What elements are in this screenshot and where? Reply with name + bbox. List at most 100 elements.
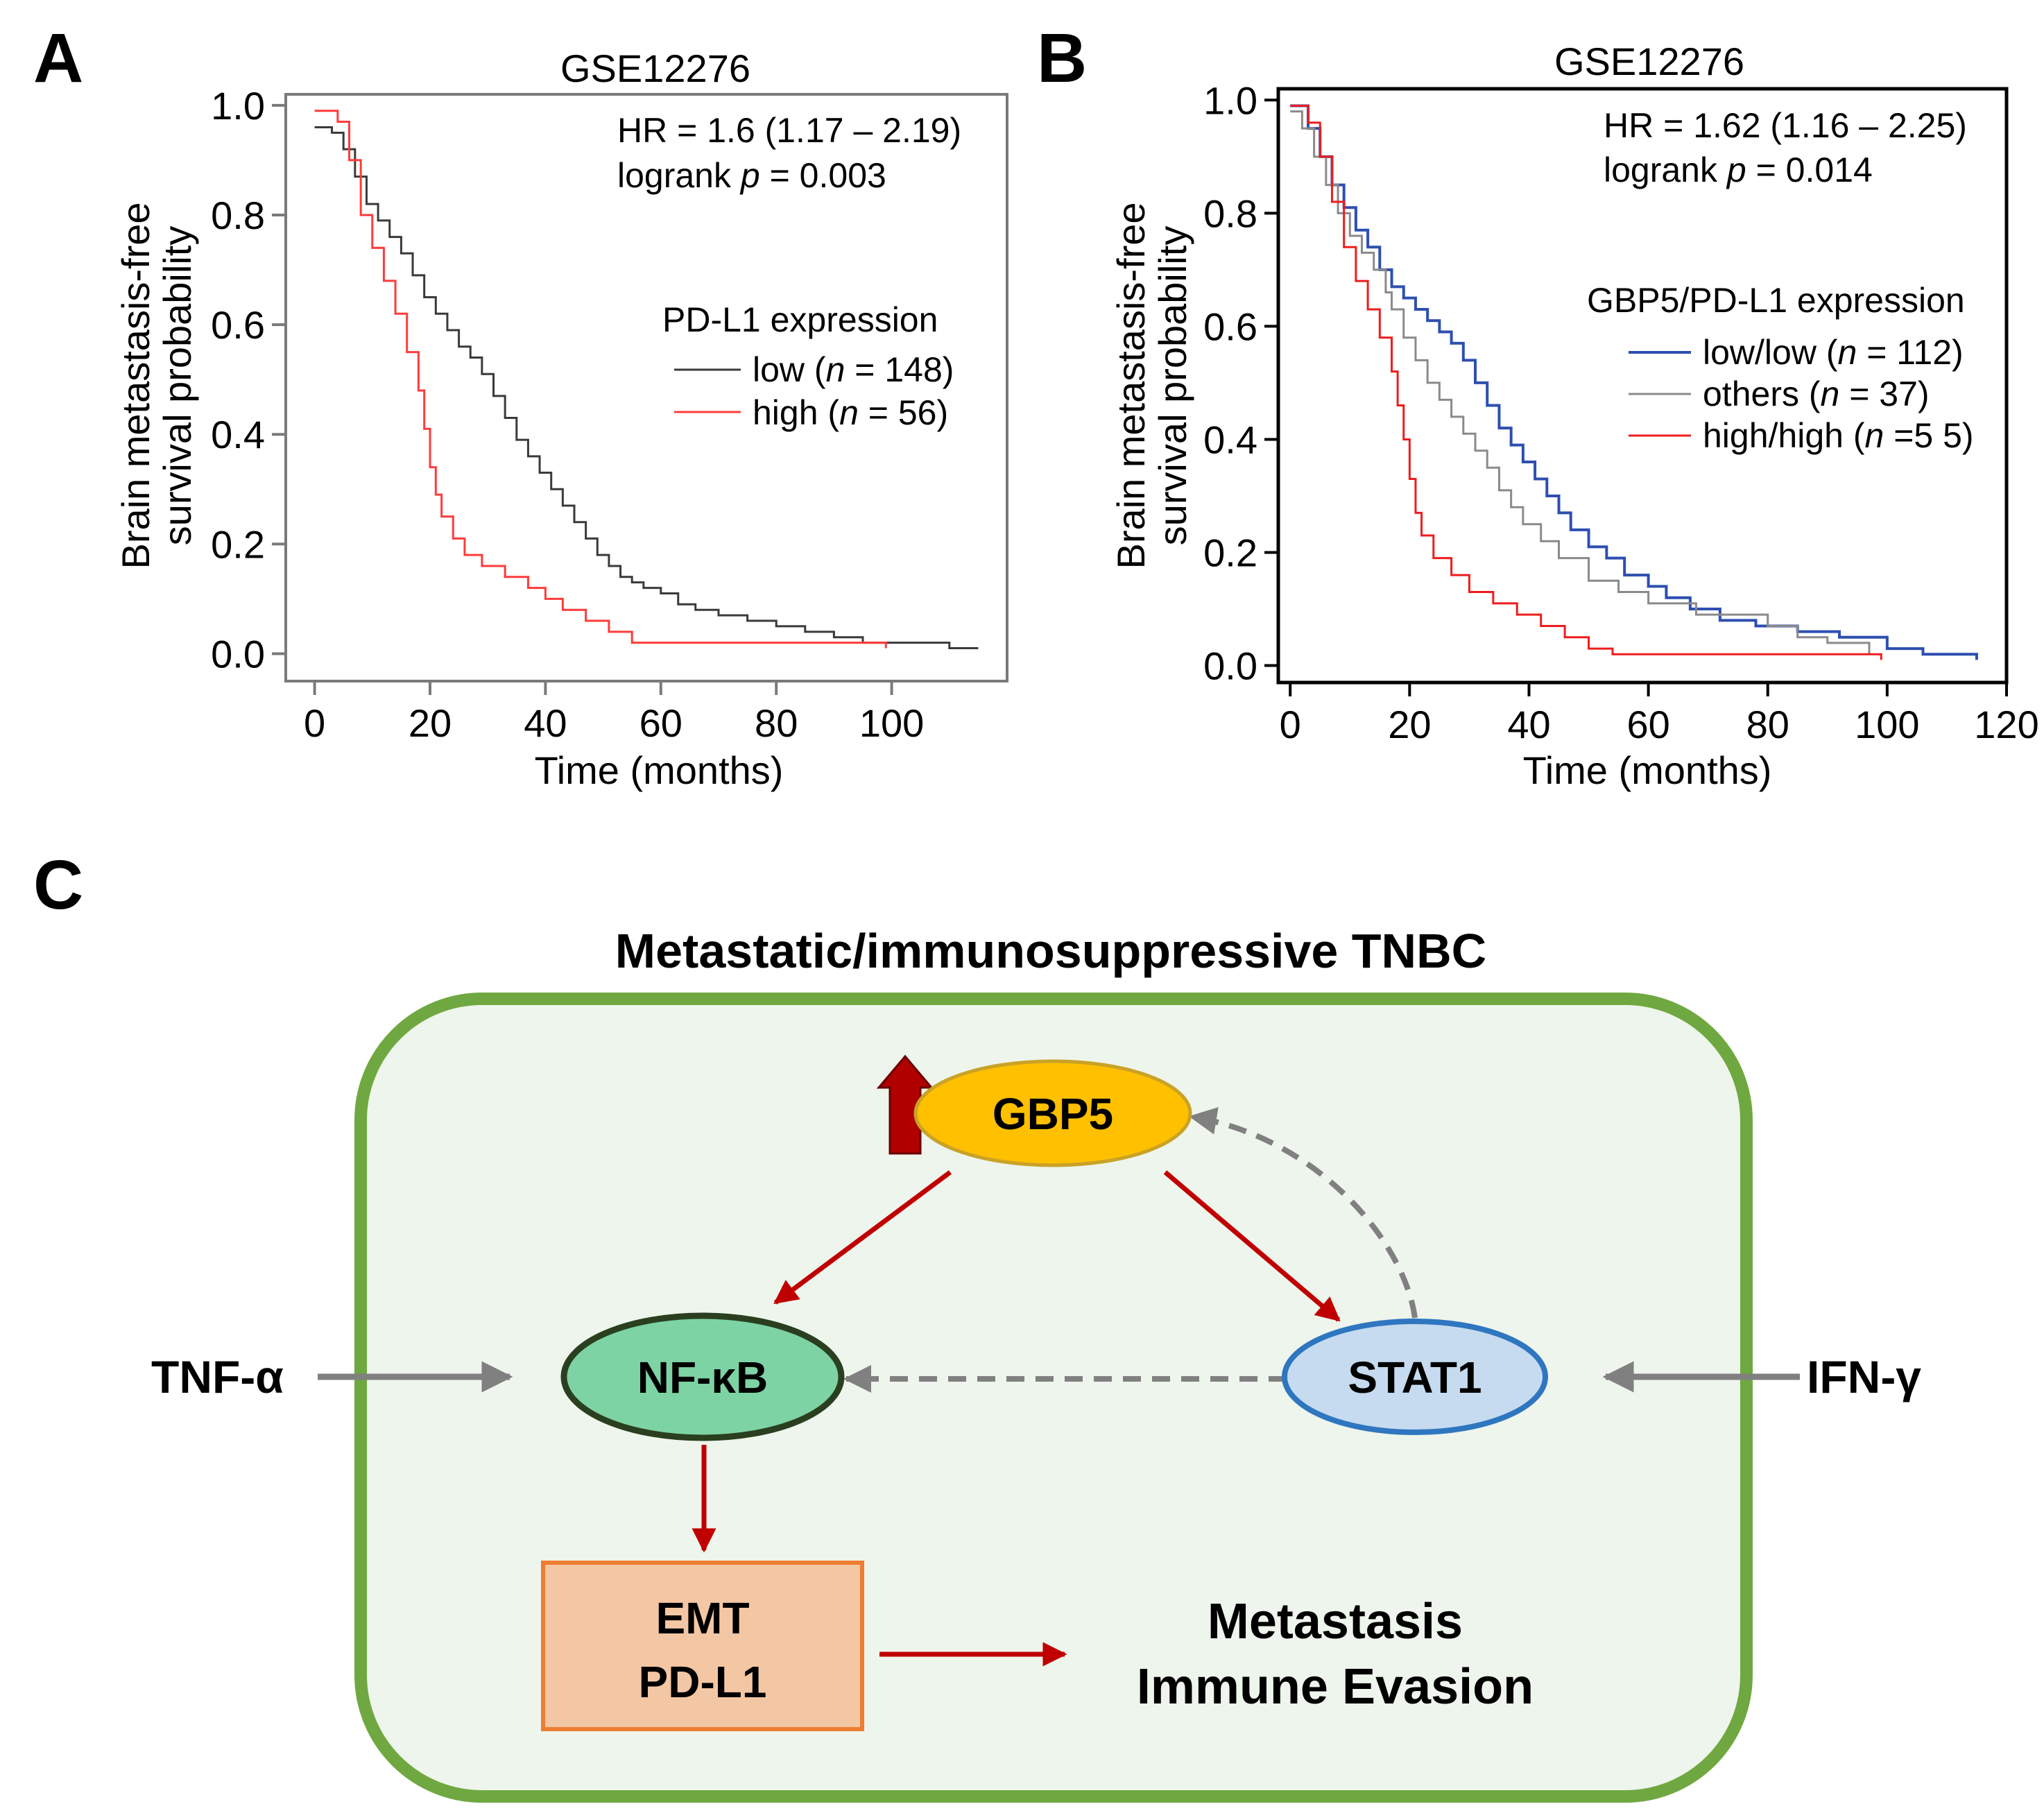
panel-c: C Metastatic/immunosuppressive TNBC GBP5… <box>33 846 1921 1803</box>
panel-label-c: C <box>33 846 83 924</box>
chart-b-xtick-label: 120 <box>1974 703 2038 746</box>
nfkb-node <box>560 1312 845 1441</box>
outcome-immune-evasion: Immune Evasion <box>1137 1659 1534 1715</box>
arrow-gbp5-to-nfkb <box>773 1170 952 1305</box>
chart-b-legend-lowlow-n: n <box>1838 333 1857 372</box>
upregulation-arrow-icon <box>876 1054 934 1155</box>
chart-b-xtick-label: 80 <box>1746 703 1789 746</box>
chart-a-xtick-label: 40 <box>524 701 567 745</box>
outcome-metastasis: Metastasis <box>1208 1594 1463 1649</box>
chart-a-hr: HR = 1.6 (1.17 – 2.19) <box>617 111 961 150</box>
chart-a-xlabel: Time (months) <box>535 748 784 792</box>
chart-b-logrank-value: = 0.014 <box>1746 151 1873 189</box>
chart-a-legend-title: PD-L1 expression <box>662 300 938 339</box>
panel-b: B GSE12276 0.0 0.2 0.4 0.6 0.8 1.0 0 20 40 60 80 10… <box>1037 19 2039 792</box>
chart-b-legend-others-n: n <box>1821 375 1840 413</box>
chart-b-hr: HR = 1.62 (1.16 – 2.25) <box>1604 106 1967 145</box>
chart-a-curve-low <box>314 126 979 650</box>
nfkb-label: NF-κB <box>637 1353 768 1402</box>
chart-a-xtick-label: 100 <box>859 701 924 745</box>
chart-a-xtick-label: 60 <box>639 701 682 745</box>
chart-a-ytick-label: 0.6 <box>211 303 265 347</box>
gbp5-node <box>913 1059 1192 1167</box>
chart-b-ytick-label: 1.0 <box>1203 78 1257 122</box>
stat1-node <box>1282 1319 1548 1435</box>
panel-label-a: A <box>33 19 83 97</box>
chart-a-logrank: logrank p = 0.003 <box>617 156 886 195</box>
chart-b-axes: 0.0 0.2 0.4 0.6 0.8 1.0 0 20 40 60 80 100 120 <box>1203 78 2039 746</box>
panel-a: A GSE12276 0.0 0.2 0.4 0.6 0.8 1.0 0 20 40 60 80 10… <box>33 19 1008 792</box>
chart-a-ytick-label: 0.0 <box>211 632 265 676</box>
chart-a-curve-high <box>314 110 887 649</box>
stat1-label: STAT1 <box>1348 1353 1482 1402</box>
emt-label: EMT <box>655 1593 749 1643</box>
chart-b-xlabel: Time (months) <box>1523 748 1772 792</box>
chart-a-legend-low-n: n <box>826 350 845 389</box>
chart-a-curves <box>314 110 979 650</box>
chart-a-legend-low-count: = 148) <box>845 350 954 389</box>
chart-a-legend-high-n: n <box>839 393 859 432</box>
chart-a-ylabel-line2: survival probability <box>155 226 199 546</box>
chart-b-xtick-label: 60 <box>1626 703 1669 746</box>
chart-b-title: GSE12276 <box>1554 40 1744 83</box>
chart-b-xtick-label: 0 <box>1280 703 1301 746</box>
chart-b-logrank: logrank p = 0.014 <box>1604 151 1873 189</box>
chart-b-legend-others: others (n = 37) <box>1703 375 1930 413</box>
chart-a-ytick-label: 1.0 <box>211 84 265 128</box>
gbp5-label: GBP5 <box>993 1089 1113 1139</box>
chart-b-legend-others-count: = 37) <box>1839 375 1929 413</box>
tnf-alpha-label: TNF-α <box>151 1351 284 1402</box>
chart-b-ytick-label: 0.2 <box>1203 531 1257 574</box>
chart-b-curve-high-high <box>1290 104 1882 660</box>
arrow-stat1-to-gbp5-dashed <box>1189 1107 1418 1319</box>
diagram-title: Metastatic/immunosuppressive TNBC <box>615 924 1486 978</box>
chart-a-xtick-label: 80 <box>755 701 798 745</box>
chart-b-logrank-prefix: logrank <box>1604 151 1727 189</box>
chart-b-legend-highhigh-count: =5 5) <box>1884 416 1973 455</box>
chart-b-legend-highhigh: high/high (n =5 5) <box>1703 416 1974 455</box>
chart-b-legend-others-name: others <box>1703 375 1799 413</box>
chart-a-ytick-label: 0.8 <box>211 194 265 237</box>
chart-b-ylabel-line1: Brain metastasis-free <box>1109 202 1153 569</box>
chart-b-legend-lowlow-count: = 112) <box>1857 333 1963 372</box>
chart-a-legend-low: low (n = 148) <box>753 350 954 389</box>
chart-a-frame <box>284 93 1008 683</box>
chart-a-legend-high: high (n = 56) <box>753 393 948 432</box>
chart-b-ylabel: Brain metastasis-free survival probabili… <box>1109 202 1194 569</box>
chart-a-ytick-label: 0.2 <box>211 522 265 566</box>
chart-b-ytick-label: 0.8 <box>1203 191 1257 235</box>
chart-b-legend-highhigh-n: n <box>1865 416 1884 455</box>
chart-a-axes: 0.0 0.2 0.4 0.6 0.8 1.0 0 20 40 60 80 100 <box>211 84 924 745</box>
chart-b-ytick-label: 0.0 <box>1203 644 1257 688</box>
chart-a-xtick-label: 0 <box>304 701 325 745</box>
chart-a-ytick-label: 0.4 <box>211 413 265 456</box>
chart-b-legend-lowlow: low/low (n = 112) <box>1703 333 1964 372</box>
chart-b-ytick-label: 0.6 <box>1203 304 1257 348</box>
chart-a-ylabel-line1: Brain metastasis-free <box>114 202 157 569</box>
arrow-gbp5-to-stat1 <box>1163 1170 1341 1322</box>
chart-b-xtick-label: 20 <box>1388 703 1431 746</box>
emt-pdl1-box <box>541 1561 864 1731</box>
chart-a-legend-low-name: low <box>753 350 805 389</box>
chart-b-logrank-p: p <box>1726 151 1746 189</box>
chart-a-logrank-prefix: logrank <box>617 156 741 195</box>
chart-b-ylabel-line2: survival probability <box>1151 226 1194 546</box>
pdl1-label: PD-L1 <box>639 1657 767 1707</box>
chart-b-legend-title: GBP5/PD-L1 expression <box>1587 281 1965 320</box>
chart-a-title: GSE12276 <box>560 46 750 90</box>
chart-a-legend-high-count: = 56) <box>859 393 948 432</box>
chart-a-legend-high-name: high <box>753 393 818 432</box>
chart-b-legend-lowlow-name: low/low <box>1703 333 1817 372</box>
chart-b-ytick-label: 0.4 <box>1203 418 1257 461</box>
chart-b-curve-low-low <box>1290 104 1978 660</box>
chart-a-xtick-label: 20 <box>409 701 452 745</box>
chart-a-logrank-value: = 0.003 <box>760 156 886 195</box>
chart-b-legend-highhigh-name: high/high <box>1703 416 1844 455</box>
panel-label-b: B <box>1037 19 1087 97</box>
chart-b-curve-others <box>1290 110 1871 655</box>
chart-b-xtick-label: 40 <box>1507 703 1550 746</box>
chart-a-logrank-p: p <box>739 156 760 195</box>
chart-b-curves <box>1290 104 1978 660</box>
ifn-gamma-label: IFN-γ <box>1807 1351 1921 1402</box>
